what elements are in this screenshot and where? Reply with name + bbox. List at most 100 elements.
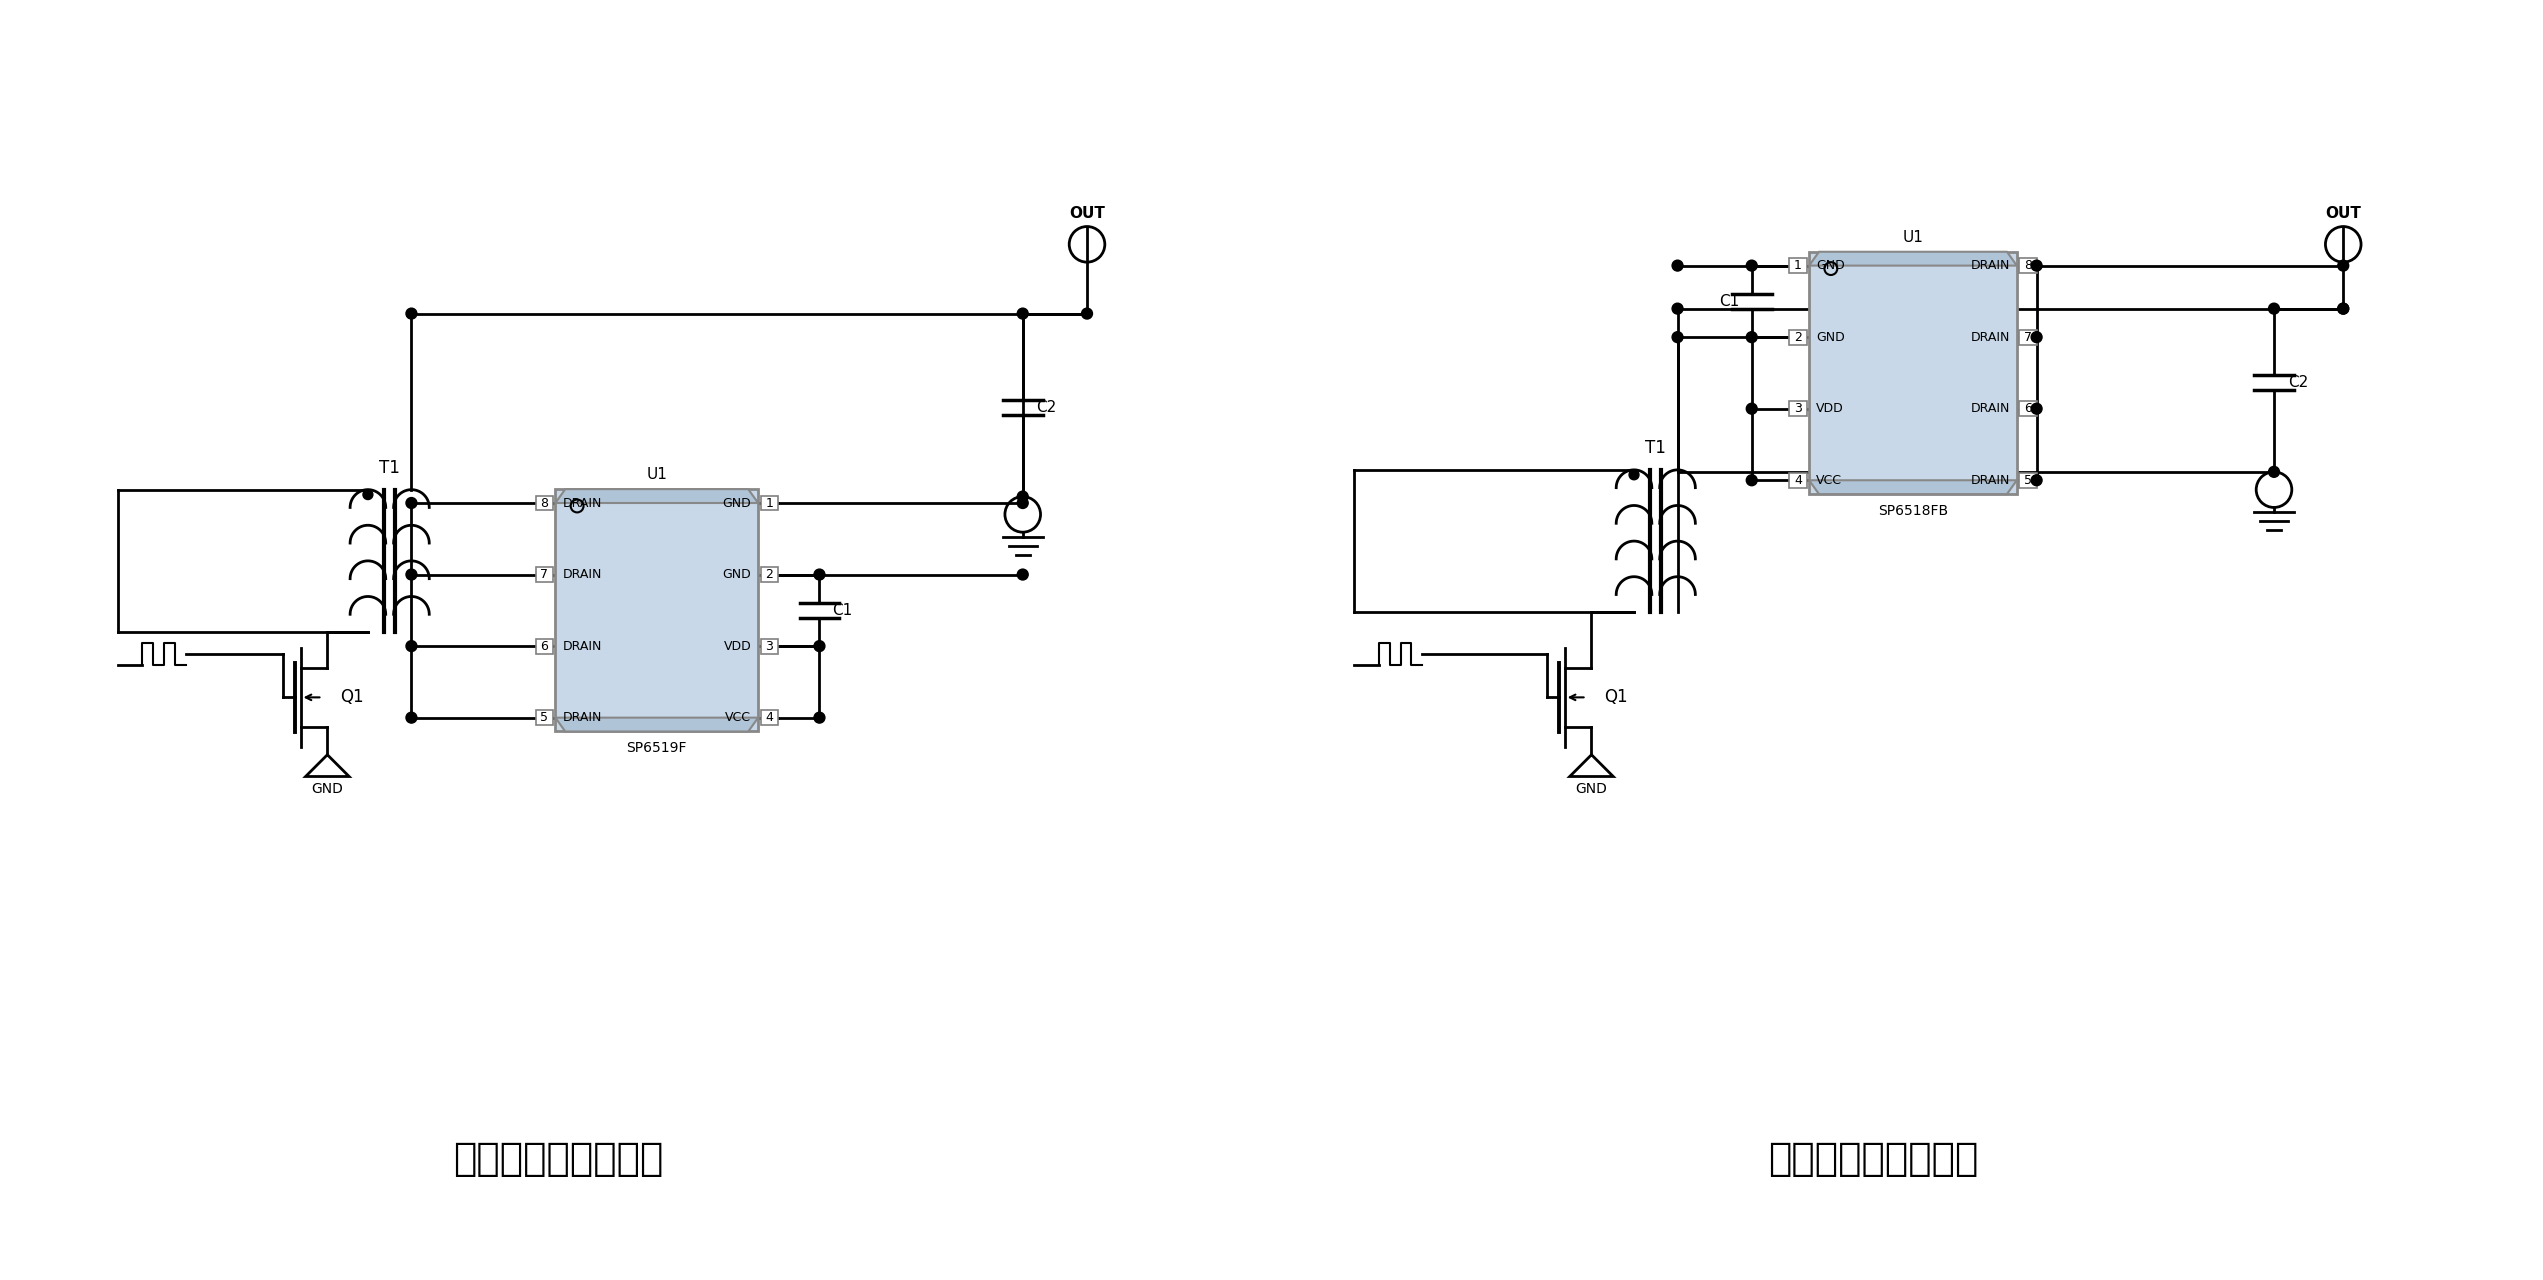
Circle shape [1747,260,1757,271]
Circle shape [814,712,824,723]
Text: C2: C2 [2289,375,2309,390]
Circle shape [407,712,417,723]
Text: DRAIN: DRAIN [562,497,603,509]
Text: VDD: VDD [722,640,750,653]
Circle shape [364,490,374,499]
Text: U1: U1 [1902,230,1923,244]
Text: SP6519F: SP6519F [626,741,687,755]
Circle shape [814,641,824,652]
Text: 反激正端应用原理图: 反激正端应用原理图 [1767,1140,1978,1179]
Polygon shape [554,489,758,503]
Text: VCC: VCC [1816,474,1841,486]
Circle shape [1630,470,1640,480]
FancyBboxPatch shape [537,710,552,724]
Polygon shape [554,718,758,731]
Text: VDD: VDD [1816,402,1844,415]
Text: 3: 3 [1795,402,1803,415]
Text: Q1: Q1 [1605,689,1628,707]
FancyBboxPatch shape [2019,472,2037,488]
Text: DRAIN: DRAIN [1971,402,2009,415]
Text: VCC: VCC [725,712,750,724]
Text: 4: 4 [1795,474,1803,486]
Circle shape [1017,498,1027,508]
Text: GND: GND [1816,330,1844,343]
Circle shape [2032,403,2042,415]
Text: 反激负端应用原理图: 反激负端应用原理图 [453,1140,664,1179]
Text: 1: 1 [1795,259,1803,273]
Circle shape [2268,303,2279,314]
FancyBboxPatch shape [537,495,552,511]
Text: 8: 8 [2024,259,2032,273]
Text: U1: U1 [646,467,666,483]
Text: 7: 7 [539,568,549,581]
Text: 1: 1 [765,497,773,509]
FancyBboxPatch shape [2019,402,2037,416]
Text: GND: GND [722,497,750,509]
Text: C1: C1 [1719,294,1739,308]
Circle shape [2337,303,2350,314]
FancyBboxPatch shape [2019,330,2037,344]
Text: GND: GND [310,782,343,796]
FancyBboxPatch shape [760,639,778,654]
Text: OUT: OUT [2324,206,2362,220]
Circle shape [407,641,417,652]
Circle shape [1747,332,1757,343]
Text: GND: GND [722,568,750,581]
FancyBboxPatch shape [554,489,758,731]
FancyBboxPatch shape [1808,252,2017,494]
Circle shape [2337,303,2350,314]
Circle shape [1673,303,1683,314]
Circle shape [2032,475,2042,485]
Text: 6: 6 [539,640,549,653]
Circle shape [1017,492,1027,502]
Circle shape [1017,570,1027,580]
Text: 5: 5 [2024,474,2032,486]
Circle shape [1673,332,1683,343]
Text: DRAIN: DRAIN [1971,259,2009,273]
Text: GND: GND [1816,259,1844,273]
Text: 4: 4 [765,712,773,724]
Text: C1: C1 [832,603,852,618]
Text: Q1: Q1 [341,689,364,707]
FancyBboxPatch shape [760,710,778,724]
Text: DRAIN: DRAIN [562,640,603,653]
FancyBboxPatch shape [1790,259,1806,273]
Text: 7: 7 [2024,330,2032,343]
FancyBboxPatch shape [1790,472,1806,488]
Circle shape [2337,260,2350,271]
Circle shape [2268,466,2279,477]
Text: 2: 2 [1795,330,1803,343]
Text: 3: 3 [765,640,773,653]
Circle shape [407,308,417,319]
FancyBboxPatch shape [537,639,552,654]
FancyBboxPatch shape [760,495,778,511]
Text: GND: GND [1577,782,1607,796]
Text: T1: T1 [1645,439,1666,457]
FancyBboxPatch shape [1790,330,1806,344]
Text: C2: C2 [1038,401,1058,415]
Polygon shape [1808,252,2017,266]
Text: 6: 6 [2024,402,2032,415]
FancyBboxPatch shape [537,567,552,582]
Text: SP6518FB: SP6518FB [1877,504,1948,518]
Circle shape [814,570,824,580]
Polygon shape [1808,480,2017,494]
Text: DRAIN: DRAIN [1971,330,2009,343]
FancyBboxPatch shape [760,567,778,582]
Circle shape [407,498,417,508]
Text: DRAIN: DRAIN [562,712,603,724]
Circle shape [2032,332,2042,343]
Circle shape [1673,260,1683,271]
Text: 5: 5 [539,712,549,724]
Text: DRAIN: DRAIN [562,568,603,581]
FancyBboxPatch shape [1790,402,1806,416]
Circle shape [2032,260,2042,271]
Circle shape [1747,403,1757,415]
FancyBboxPatch shape [2019,259,2037,273]
Text: 2: 2 [765,568,773,581]
Text: T1: T1 [379,458,399,476]
Text: DRAIN: DRAIN [1971,474,2009,486]
Text: OUT: OUT [1068,206,1106,220]
Text: 8: 8 [539,497,549,509]
Circle shape [1017,308,1027,319]
